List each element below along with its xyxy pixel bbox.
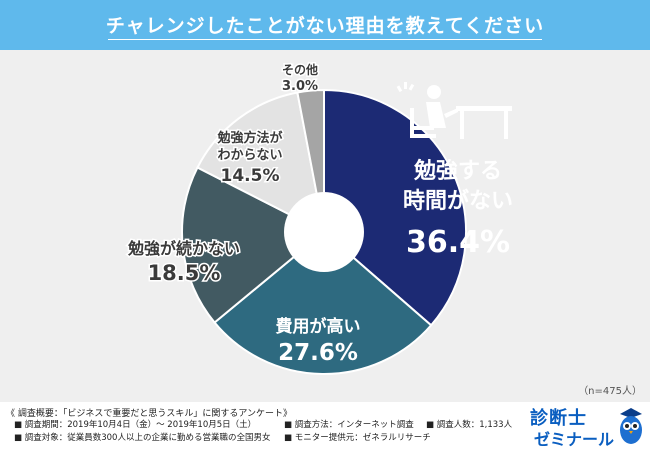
- title-underline: [108, 39, 542, 40]
- slice-label-2-0: 勉強が続かない: [127, 239, 240, 258]
- slice-value-1: 27.6%: [278, 340, 358, 366]
- chart-panel: 勉強する時間がない 36.4% 費用が高い 27.6% 勉強が続かない 18.5% 勉強方法…: [0, 50, 650, 402]
- logo-line2: ゼミナール: [534, 430, 615, 449]
- header-bar: チャレンジしたことがない理由を教えてください: [0, 0, 650, 50]
- sample-size-label: （n=475人）: [578, 385, 642, 397]
- slice-label-1-0: 費用が高い: [276, 316, 361, 337]
- survey-method: ■ 調査方法：インターネット調査: [284, 420, 414, 430]
- pie-slice-0: [323, 88, 467, 327]
- pie-slice-3: [196, 91, 326, 234]
- logo: 診断士 ゼミナール: [530, 404, 646, 449]
- slice-value-3: 14.5%: [221, 166, 280, 186]
- survey-count: ■ 調査人数：1,133人: [426, 420, 513, 430]
- slice-value-2: 18.5%: [148, 261, 221, 285]
- slice-label-3-0: 勉強方法が: [216, 130, 282, 146]
- slice-value-4: 3.0%: [282, 79, 318, 94]
- survey-target: ■ 調査対象：従業員数300人以上の企業に勤める営業職の全国男女: [14, 433, 271, 443]
- page-title: チャレンジしたことがない理由を教えてください: [105, 15, 545, 37]
- person-at-desk-icon: [396, 82, 512, 139]
- slice-label-0-0: 勉強する: [413, 158, 502, 184]
- owl-mascot-icon: [620, 408, 642, 444]
- pie-slices: [181, 88, 467, 375]
- pie-slice-1: [213, 230, 433, 375]
- slice-label-0-1: 時間がない: [403, 188, 513, 214]
- survey-provider: ■ モニター提供元：ゼネラルリサーチ: [284, 433, 431, 443]
- slice-label-3-1: わからない: [217, 148, 282, 163]
- pie-slice-2: [181, 166, 326, 324]
- survey-title: 《 調査概要：「ビジネスで重要だと思うスキル」に関するアンケート》: [6, 409, 293, 419]
- slice-label-4-0: その他: [282, 62, 318, 77]
- logo-line1: 診断士: [530, 408, 587, 429]
- chart-center-hole: [284, 192, 364, 272]
- slice-value-0: 36.4%: [406, 225, 510, 260]
- survey-period: ■ 調査期間：2019年10月4日（金）～ 2019年10月5日（土）: [14, 420, 257, 430]
- survey-footer: 《 調査概要：「ビジネスで重要だと思うスキル」に関するアンケート》 ■ 調査期間…: [0, 402, 650, 450]
